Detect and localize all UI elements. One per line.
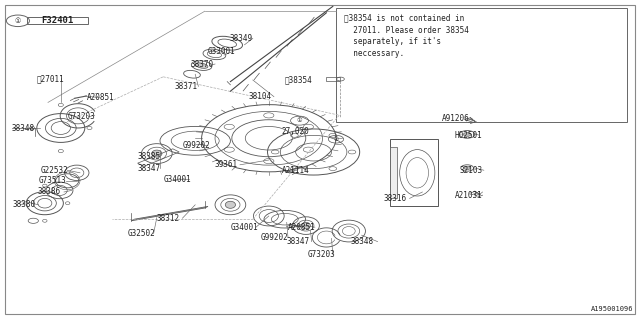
Circle shape — [463, 132, 471, 136]
Text: H02501: H02501 — [454, 131, 482, 140]
Text: ※38354 is not contained in
  27011. Please order 38354
  separately, if it's
  n: ※38354 is not contained in 27011. Please… — [344, 14, 468, 58]
Text: G34001: G34001 — [230, 223, 258, 232]
Text: G73203: G73203 — [307, 250, 335, 259]
Text: 38348: 38348 — [12, 124, 35, 132]
Text: 38371: 38371 — [174, 82, 197, 91]
Text: 38347: 38347 — [286, 237, 309, 246]
Text: G32502: G32502 — [128, 229, 156, 238]
Text: A20851: A20851 — [86, 93, 114, 102]
Ellipse shape — [195, 63, 208, 68]
Text: 38380: 38380 — [13, 200, 36, 209]
Text: G33001: G33001 — [208, 47, 236, 56]
Text: G34001: G34001 — [163, 175, 191, 184]
Text: 38316: 38316 — [384, 194, 407, 203]
Text: A21114: A21114 — [282, 166, 309, 175]
Text: 39361: 39361 — [214, 160, 237, 169]
Text: ※27011: ※27011 — [37, 74, 65, 83]
Text: 38385: 38385 — [138, 152, 161, 161]
Bar — [390, 147, 397, 198]
Text: 38370: 38370 — [191, 60, 214, 68]
Bar — [27, 17, 88, 24]
Text: 27,020: 27,020 — [282, 127, 309, 136]
Text: —: — — [94, 92, 100, 97]
Text: F32401: F32401 — [41, 16, 74, 25]
Text: G73203: G73203 — [67, 112, 95, 121]
Text: 38347: 38347 — [138, 164, 161, 172]
Ellipse shape — [225, 201, 236, 208]
Text: 38348: 38348 — [351, 237, 374, 246]
Text: A195001096: A195001096 — [591, 306, 634, 312]
Text: A91206: A91206 — [442, 114, 469, 123]
Text: 38349: 38349 — [229, 34, 252, 43]
Text: G22532: G22532 — [40, 166, 68, 175]
Text: 38312: 38312 — [157, 214, 180, 223]
Text: 38386: 38386 — [37, 188, 60, 196]
Ellipse shape — [301, 222, 310, 229]
Text: A21031: A21031 — [454, 191, 482, 200]
Text: ※38354: ※38354 — [285, 76, 312, 84]
Text: ①: ① — [297, 118, 302, 123]
Bar — [336, 8, 627, 122]
Text: G73513: G73513 — [38, 176, 66, 185]
Text: 38104: 38104 — [248, 92, 271, 101]
Ellipse shape — [152, 150, 162, 157]
Text: G99202: G99202 — [261, 233, 289, 242]
Bar — [326, 77, 340, 81]
Bar — [390, 139, 438, 206]
Text: 32103: 32103 — [460, 166, 483, 175]
Text: G99202: G99202 — [182, 141, 210, 150]
Text: ①: ① — [333, 137, 339, 142]
Text: ①: ① — [15, 18, 21, 24]
Text: A20851: A20851 — [288, 223, 316, 232]
Circle shape — [464, 166, 470, 170]
